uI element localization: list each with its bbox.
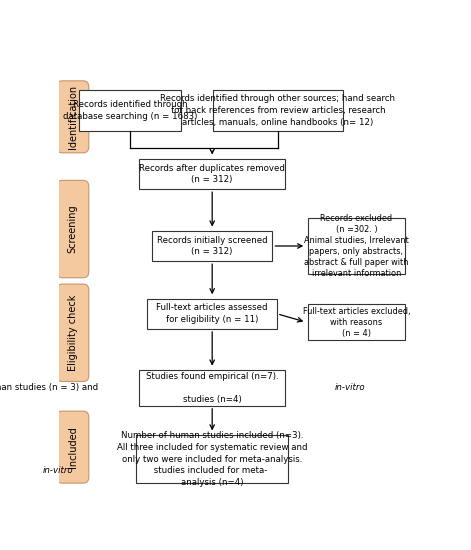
Text: (n =302. ): (n =302. ) — [335, 225, 377, 234]
Text: Full-text articles excluded,: Full-text articles excluded, — [302, 307, 410, 316]
FancyBboxPatch shape — [139, 159, 285, 189]
Text: All three included for systematic review and: All three included for systematic review… — [117, 443, 308, 452]
FancyBboxPatch shape — [137, 434, 288, 483]
Text: Studies found empirical (n=7).: Studies found empirical (n=7). — [146, 371, 278, 381]
Text: Screening: Screening — [68, 205, 78, 254]
Text: studies (n=4): studies (n=4) — [183, 395, 242, 404]
FancyBboxPatch shape — [79, 90, 181, 130]
Text: Number of human studies included (n=3).: Number of human studies included (n=3). — [121, 431, 303, 440]
Text: Records identified through other sources; hand search: Records identified through other sources… — [161, 94, 395, 103]
FancyBboxPatch shape — [139, 370, 285, 406]
FancyBboxPatch shape — [57, 411, 89, 483]
Text: Records excluded: Records excluded — [320, 214, 392, 223]
FancyBboxPatch shape — [147, 299, 277, 329]
Text: with reasons: with reasons — [330, 318, 382, 327]
Text: Included: Included — [68, 426, 78, 468]
Text: in-vitro: in-vitro — [334, 383, 365, 392]
Text: Records after duplicates removed: Records after duplicates removed — [139, 163, 285, 173]
FancyBboxPatch shape — [152, 231, 272, 261]
Text: in-vitro: in-vitro — [42, 466, 73, 475]
Text: Records identified through: Records identified through — [73, 100, 187, 109]
FancyBboxPatch shape — [308, 304, 405, 340]
Text: studies included for meta-: studies included for meta- — [151, 466, 268, 475]
Text: (n = 312): (n = 312) — [192, 175, 233, 184]
Text: Identification: Identification — [68, 85, 78, 149]
FancyBboxPatch shape — [57, 180, 89, 278]
Text: for eligibility (n = 11): for eligibility (n = 11) — [166, 315, 259, 324]
Text: Eligibility check: Eligibility check — [68, 295, 78, 371]
Text: papers, only abstracts,: papers, only abstracts, — [309, 247, 404, 256]
Text: Human studies (n = 3) and: Human studies (n = 3) and — [0, 383, 101, 392]
Text: analysis (n=4): analysis (n=4) — [181, 478, 244, 487]
FancyBboxPatch shape — [213, 90, 343, 130]
Text: for back references from review articles, research: for back references from review articles… — [171, 106, 385, 115]
FancyBboxPatch shape — [57, 284, 89, 382]
Text: (n = 4): (n = 4) — [342, 329, 371, 338]
Text: only two were included for meta-analysis.: only two were included for meta-analysis… — [122, 454, 302, 464]
Text: Records initially screened: Records initially screened — [157, 235, 268, 245]
FancyBboxPatch shape — [308, 218, 405, 273]
Text: (n = 312): (n = 312) — [192, 248, 233, 256]
FancyBboxPatch shape — [57, 81, 89, 153]
Text: database searching (n = 1683): database searching (n = 1683) — [63, 112, 197, 121]
Text: Full-text articles assessed: Full-text articles assessed — [156, 303, 268, 312]
Text: abstract & full paper with: abstract & full paper with — [304, 258, 409, 267]
Text: irrelevant information: irrelevant information — [312, 269, 401, 278]
Text: articles, manuals, online handbooks (n= 12): articles, manuals, online handbooks (n= … — [182, 118, 374, 127]
Text: Animal studies, Irrelevant: Animal studies, Irrelevant — [304, 236, 409, 245]
